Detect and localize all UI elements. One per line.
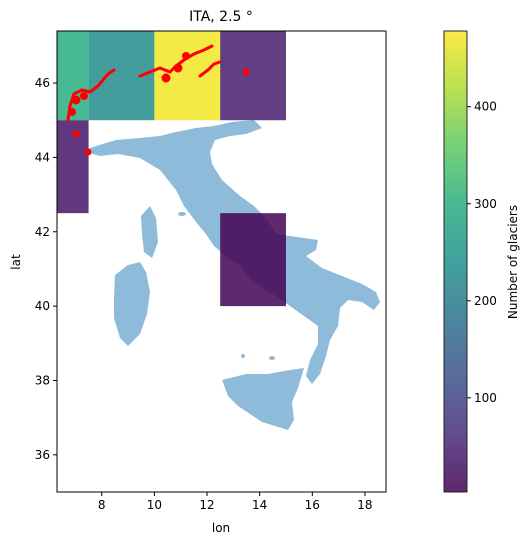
glacier-point [182, 52, 190, 60]
glacier-point [80, 92, 88, 100]
x-axis-ticks: 8 10 12 14 16 18 [98, 492, 373, 512]
x-tick-label: 16 [305, 498, 320, 512]
y-tick-label: 40 [35, 299, 50, 313]
glacier-cluster-eastern-alps [198, 60, 222, 78]
y-tick-label: 38 [35, 373, 50, 387]
x-tick-label: 12 [199, 498, 214, 512]
glacier-point [173, 63, 183, 73]
glacier-point [161, 73, 171, 83]
y-tick-label: 36 [35, 448, 50, 462]
y-tick-label: 46 [35, 76, 50, 90]
colorbar-tick-label: 300 [474, 197, 497, 211]
colorbar-label: Number of glaciers [506, 205, 520, 319]
y-tick-label: 42 [35, 225, 50, 239]
x-tick-label: 18 [357, 498, 372, 512]
elba [178, 212, 186, 216]
grid-cell [220, 31, 286, 121]
map-area [57, 31, 380, 430]
colorbar-tick-label: 200 [474, 294, 497, 308]
glacier-cluster-western-alps [66, 68, 116, 122]
colorbar-tick-label: 100 [474, 391, 497, 405]
aeolian-islands [269, 356, 275, 360]
glacier-count-grid [57, 31, 286, 307]
x-tick-label: 14 [252, 498, 267, 512]
corsica [141, 206, 158, 258]
colorbar [443, 30, 468, 493]
x-axis-label: lon [212, 521, 230, 535]
y-axis-label: lat [9, 254, 23, 270]
grid-cell [57, 31, 89, 121]
glacier-point [84, 148, 92, 156]
glacier-points [66, 44, 250, 156]
y-tick-label: 44 [35, 150, 50, 164]
glacier-point [68, 108, 76, 116]
sardinia [114, 262, 150, 346]
y-axis-ticks: 36 38 40 42 44 46 [35, 76, 57, 462]
glacier-point [71, 95, 81, 105]
grid-cell [220, 213, 286, 307]
glacier-point [72, 130, 80, 138]
x-tick-label: 10 [147, 498, 162, 512]
glacier-point [242, 68, 250, 76]
grid-cell [57, 120, 89, 214]
colorbar-ticks: 100 200 300 400 [467, 100, 497, 405]
chart-title: ITA, 2.5 ° [189, 9, 253, 25]
ustica [241, 354, 245, 358]
grid-cell [154, 31, 221, 121]
colorbar-tick-label: 400 [474, 100, 497, 114]
sicily [222, 368, 304, 430]
x-tick-label: 8 [98, 498, 106, 512]
axes-frame [56, 30, 387, 493]
